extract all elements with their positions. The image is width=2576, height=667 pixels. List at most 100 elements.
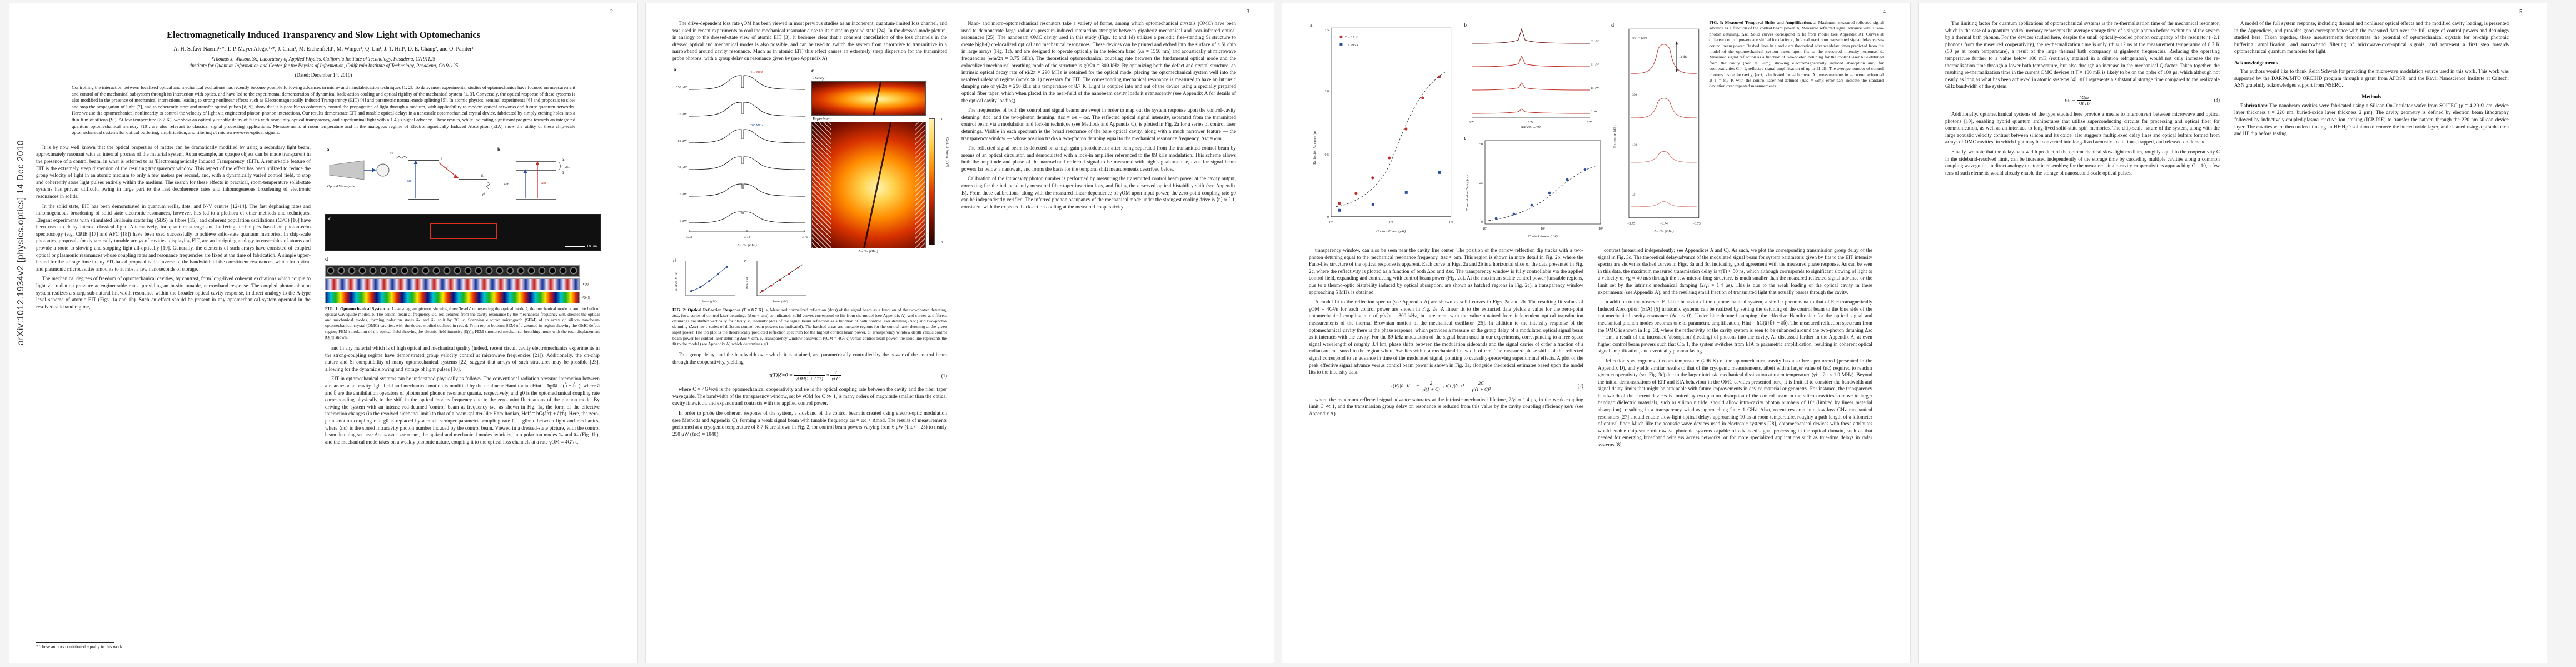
experiment-label: Experiment: [813, 116, 832, 121]
fig2-panel-c-maps: c Theory Experiment: [811, 65, 949, 253]
fig3-panel-c-delay: c 0 25 50 10⁰ 10¹ 10² Control Power (μW)…: [1464, 135, 1603, 238]
colorbar-min: 0: [940, 240, 943, 245]
heatmap-gradient: [812, 81, 925, 115]
body-paragraph: The frequencies of both the control and …: [961, 107, 1236, 141]
eq2-lhs: τ(R)|δ=0 = −: [1391, 383, 1419, 389]
body-paragraph: where the maximum reflected signal advan…: [1309, 396, 1583, 416]
sem-zoom-strip: [325, 265, 580, 277]
abstract: Controlling the interaction between loca…: [72, 84, 575, 136]
eq1-lhs: τ(T)|δ=0 =: [769, 372, 793, 379]
nc-label: 45: [1632, 193, 1636, 197]
x-axis-label: Control Power (μW): [1376, 230, 1406, 233]
unstable-region-hatch: [915, 122, 925, 248]
two-g-label: 2G: [565, 165, 570, 169]
fig1-panel-b-dressed-states: b ā₊ ā₋ 2G ωm: [497, 147, 570, 200]
eq2-mid: , τ(T)|δ=0 =: [1442, 383, 1469, 389]
figure-2: a 250 μW 125 μW 62 μW: [672, 65, 949, 347]
equation-number: (1): [941, 372, 948, 379]
page-3: 4 a T = 8.7 K T = 296 K 0 0.5 1.0 1.5: [1282, 3, 1911, 663]
body-paragraph: Finally, we note that the delay-bandwidt…: [1945, 148, 2220, 176]
y-tick: 25: [1479, 182, 1483, 185]
fig2-letter-c: c: [811, 67, 814, 73]
x-tick: 3.76: [802, 236, 808, 239]
body-paragraph: where C ≡ 4G²/κγi is the optomechanical …: [672, 386, 947, 406]
figure-1-caption: FIG. 1: Optomechanical System. a, Level-…: [325, 306, 600, 340]
fig3-panel-a-advance: a T = 8.7 K T = 296 K 0 0.5 1.0 1.5 10⁰ …: [1310, 22, 1453, 233]
y-tick: 50: [1479, 143, 1483, 146]
page1-column-right: a Optical Waveguide ωs: [325, 144, 601, 449]
mini-e-xlabel: Power (μW): [773, 300, 788, 303]
fig3-letter-d: d: [1611, 22, 1614, 28]
body-paragraph: The reflected signal beam is detected on…: [961, 145, 1236, 172]
body-paragraph: Nano- and micro-optomechanical resonator…: [961, 21, 1236, 103]
fig3-panel-b-advance-spectra: b 62 μW 31 μW 15 μW 6 μW 3.73 3.74 3.75: [1464, 22, 1600, 128]
body-paragraph: In the solid state, EIT has been demonst…: [36, 203, 311, 272]
mini-d-xlabel: Power (μW): [701, 300, 716, 303]
x-tick: 3.75: [1586, 121, 1592, 125]
fig2-letter-e: e: [744, 258, 746, 263]
legend-room: T = 296 K: [1345, 44, 1359, 47]
x-tick: 10¹: [1389, 221, 1393, 225]
gamma-i-label: γi: [481, 192, 485, 196]
fabrication-lead: Fabrication:: [2240, 102, 2268, 108]
x-axis-label: Δsc/2π (GHz): [736, 243, 756, 247]
figure-2-caption-text: a, Measured normalized reflection (dots)…: [672, 307, 947, 346]
x-tick: 10²: [1449, 221, 1453, 225]
fig2-letter-d: d: [673, 258, 676, 263]
y-axis-label: Reflection Advance (μs): [1313, 130, 1317, 165]
date-line: (Dated: December 14, 2010): [295, 72, 352, 78]
figure-3: a T = 8.7 K T = 296 K 0 0.5 1.0 1.5 10⁰ …: [1309, 20, 1884, 241]
figure-3-caption-lead: FIG. 3: Measured Temporal Shifts and Amp…: [1709, 20, 1812, 25]
power-label: 125 μW: [676, 113, 687, 116]
theory-heatmap: [811, 81, 926, 116]
mini-e-ylabel: Peak Refl.: [745, 276, 749, 289]
x-tick: −3.73: [1693, 222, 1701, 226]
body-paragraph: A model of the full system response, inc…: [2234, 21, 2509, 54]
nc-label: ⟨nc⟩ = 1200: [1632, 36, 1647, 40]
page-number: 3: [1247, 9, 1249, 15]
equation-number: (3): [2214, 97, 2220, 103]
power-label: 250 μW: [676, 86, 687, 89]
author-list: A. H. Safavi-Naeini¹·*, T. P. Mayer Aleg…: [173, 46, 474, 52]
trace-label: 15 μW: [1591, 87, 1600, 90]
paper-title: Electromagnetically Induced Transparency…: [167, 29, 480, 40]
equation-2: τ(R)|δ=0 = − 2 γi(1 + C) , τ(T)|δ=0 = 2C γ…: [1309, 380, 1583, 392]
page-number: 4: [1883, 9, 1886, 15]
body-paragraph: The mechanical degrees of freedom of opt…: [36, 276, 311, 310]
figure-1-caption-lead: FIG. 1: Optomechanical System.: [325, 306, 386, 311]
body-paragraph: In order to probe the coherent response …: [672, 410, 947, 437]
fig1-panel-d-simulations: d |E(r)| |Q(r)|: [325, 253, 600, 303]
body-paragraph: A model fit to the reflection spectra (s…: [1309, 299, 1583, 375]
nc-label: 390: [1632, 93, 1637, 97]
trace-label: 62 μW: [1591, 40, 1600, 43]
legend-cryo: T = 8.7 K: [1345, 36, 1358, 39]
eq3-lhs: τth =: [2064, 97, 2076, 103]
x-axis-label: Control Power (μW): [1528, 235, 1557, 238]
kappa-e-label: κe: [390, 151, 393, 155]
a-plus-label: ā₊: [562, 157, 566, 162]
y-tick: 0: [1481, 221, 1483, 224]
page2-column-left: The drive-dependent loss rate γOM has be…: [672, 20, 949, 440]
trace-label: 6 μW: [1591, 110, 1598, 113]
page2-column-right: Nano- and micro-optomechanical resonator…: [961, 20, 1236, 440]
figure-3-caption-text: a, Maximum measured reflected signal adv…: [1709, 20, 1884, 89]
x-tick: 10⁰: [1482, 227, 1487, 231]
y-tick: 0: [1327, 216, 1329, 219]
equation-3: τth = ħQm kB Tb (3): [1945, 94, 2220, 106]
omega-c-label: ωc: [444, 165, 449, 170]
power-label: 15 μW: [678, 193, 687, 196]
mechanical-mode-strip: [325, 291, 580, 303]
power-label: 6 μW: [680, 220, 687, 223]
x-tick: 3.74: [744, 236, 750, 239]
page4-column-right: A model of the full system response, inc…: [2234, 20, 2509, 179]
fig1-letter-c: c: [328, 215, 331, 221]
body-paragraph: It is by now well known that the optical…: [36, 144, 311, 199]
waveguide-shape: [329, 160, 365, 180]
map-x-axis-label: Δsc/2π (GHz): [858, 249, 878, 253]
y-axis-label: Transmission Delay (ns): [1466, 175, 1469, 211]
acknowledgements-text: The authors would like to thank Keith Sc…: [2234, 68, 2509, 88]
trace-label: 31 μW: [1591, 63, 1600, 67]
cavity-icon: [376, 163, 390, 177]
body-paragraph: EIT in optomechanical systems can be und…: [325, 376, 600, 445]
figure-3-caption: FIG. 3: Measured Temporal Shifts and Amp…: [1709, 20, 1884, 241]
